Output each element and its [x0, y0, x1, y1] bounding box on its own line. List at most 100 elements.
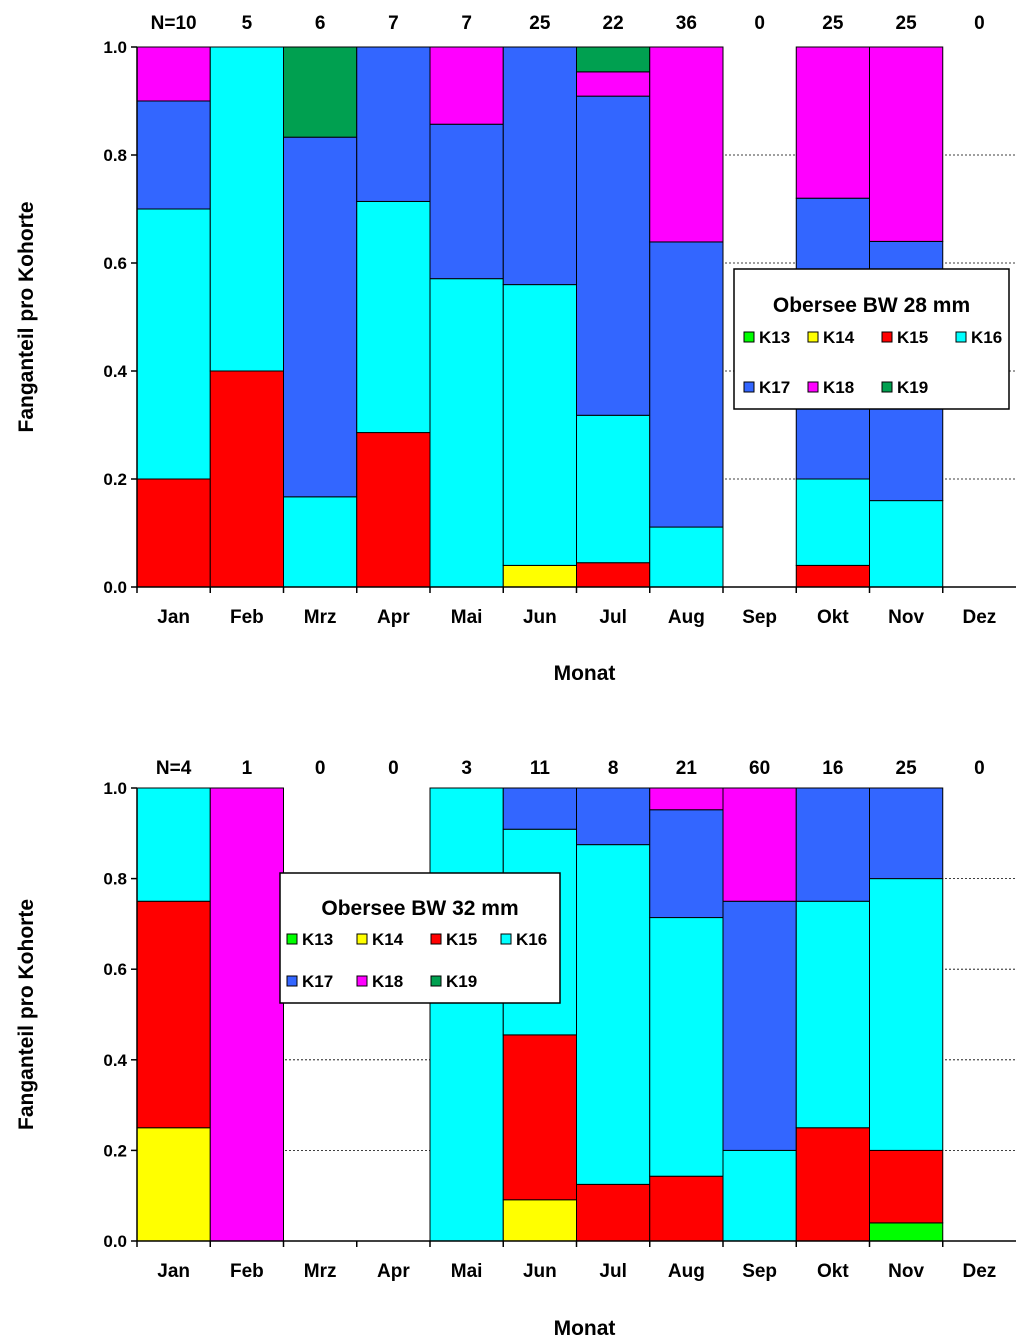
x-axis-title: Monat	[554, 1317, 616, 1340]
bar-k15-nov	[869, 1149, 944, 1224]
legend-label: K18	[372, 972, 403, 991]
legend-item-k16: K16	[500, 930, 547, 949]
y-tick-label: 1.0	[103, 779, 127, 798]
bar-k18-jan	[136, 46, 211, 102]
bar-k15-okt	[795, 1127, 870, 1242]
y-tick-label: 0.2	[103, 1141, 127, 1160]
bar-k17-okt	[795, 787, 870, 902]
y-axis-title: Fanganteil pro Kohorte	[15, 202, 38, 433]
sample-size-label: 16	[822, 758, 843, 779]
legend-label: K17	[302, 972, 333, 991]
bar-k17-mai	[429, 123, 504, 280]
legend-item-k17: K17	[743, 378, 790, 397]
bar-k16-aug	[649, 917, 724, 1177]
bar-k16-nov	[869, 500, 944, 588]
sample-size-label: 25	[529, 13, 551, 34]
sample-size-label: 25	[896, 13, 918, 34]
bar-k17-jun	[502, 787, 577, 830]
sample-size-label: 21	[676, 758, 698, 779]
bar-k17-aug	[649, 809, 724, 919]
x-tick-label: Jan	[157, 607, 190, 628]
bar-k18-nov	[869, 46, 944, 242]
chart-2: 0.0 0.2 0.4 0.6 0.8 1.0 Jan Feb Mrz Apr Mai Jun Jul A…	[15, 758, 1016, 1340]
legend-swatch	[807, 381, 819, 393]
y-tick-label: 1.0	[103, 38, 127, 57]
x-tick-label: Aug	[668, 607, 705, 628]
legend-label: K18	[823, 378, 854, 397]
x-tick-label: Jan	[157, 1261, 190, 1282]
bar-k16-jul	[576, 414, 651, 564]
x-tick-label: Mrz	[304, 607, 337, 628]
bar-k16-feb	[209, 46, 284, 372]
legend-label: K15	[446, 930, 477, 949]
legend-swatch	[430, 933, 442, 945]
y-tick-label: 0.0	[103, 1232, 127, 1251]
legend-item-k18: K18	[807, 378, 854, 397]
legend-swatch	[807, 331, 819, 343]
x-tick-label: Nov	[888, 607, 924, 628]
sample-size-label: 0	[974, 13, 985, 34]
bar-k17-sep	[722, 900, 797, 1151]
bar-k16-jul	[576, 844, 651, 1185]
sample-size-label: 36	[676, 13, 697, 34]
legend-label: K15	[897, 328, 928, 347]
bar-k17-apr	[356, 46, 431, 202]
bar-k16-jan	[136, 787, 211, 902]
bar-k17-nov	[869, 787, 944, 880]
y-tick-label: 0.8	[103, 146, 127, 165]
x-tick-label: Mai	[451, 1261, 483, 1282]
x-tick-label: Feb	[230, 1261, 264, 1282]
legend-item-k13: K13	[743, 328, 790, 347]
y-tick-label: 0.6	[103, 960, 127, 979]
sample-size-label: 11	[530, 758, 551, 779]
sample-size-label: 60	[749, 758, 770, 779]
legend-item-k19: K19	[881, 378, 928, 397]
bars	[136, 46, 944, 588]
sample-size-label: 0	[754, 13, 765, 34]
sample-size-label: 7	[461, 13, 472, 34]
legend-item-k19: K19	[430, 972, 477, 991]
bar-k13-nov	[869, 1222, 944, 1242]
legend-label: K13	[759, 328, 790, 347]
bar-k17-jan	[136, 100, 211, 210]
x-tick-label: Jun	[523, 607, 557, 628]
x-tick-label: Dez	[962, 1261, 996, 1282]
legend-swatch	[881, 381, 893, 393]
legend-label: K14	[823, 328, 855, 347]
legend-box	[279, 872, 561, 1004]
legend: Obersee BW 32 mm K13 K14 K15 K16 K17 K18 K19	[279, 872, 561, 1004]
x-tick-label: Okt	[817, 607, 849, 628]
legend-label: K17	[759, 378, 790, 397]
bar-k14-jun	[502, 564, 577, 588]
bar-k16-aug	[649, 526, 724, 588]
sample-size-label: 25	[896, 758, 918, 779]
x-tick-label: Aug	[668, 1261, 705, 1282]
sample-size-label: 6	[315, 13, 326, 34]
bar-k16-nov	[869, 878, 944, 1151]
bar-k16-sep	[722, 1149, 797, 1242]
legend-item-k13: K13	[286, 930, 333, 949]
axes: 0.0 0.2 0.4 0.6 0.8 1.0 Jan Feb Mrz Apr Mai Jun Jul A…	[103, 779, 1016, 1282]
sample-size-label: 0	[974, 758, 985, 779]
bar-k18-okt	[795, 46, 870, 199]
legend-label: K19	[446, 972, 477, 991]
bar-k17-aug	[649, 241, 724, 528]
bar-k18-sep	[722, 787, 797, 902]
legend-item-k16: K16	[955, 328, 1002, 347]
legend: Obersee BW 28 mm K13 K14 K15 K16 K17 K18 K19	[733, 268, 1010, 410]
bar-k15-jan	[136, 900, 211, 1129]
sample-size-label: 8	[608, 758, 619, 779]
bar-k16-mai	[429, 787, 504, 1242]
bar-k16-okt	[795, 478, 870, 566]
legend-label: K14	[372, 930, 404, 949]
legend-swatch	[356, 975, 368, 987]
x-tick-label: Okt	[817, 1261, 849, 1282]
bar-k19-mrz	[283, 46, 358, 138]
legend-swatch	[356, 933, 368, 945]
bar-k15-jan	[136, 478, 211, 588]
bar-k15-feb	[209, 370, 284, 588]
x-tick-label: Mrz	[304, 1261, 337, 1282]
bar-k15-okt	[795, 564, 870, 588]
x-tick-label: Apr	[377, 1261, 410, 1282]
legend-swatch	[286, 933, 298, 945]
